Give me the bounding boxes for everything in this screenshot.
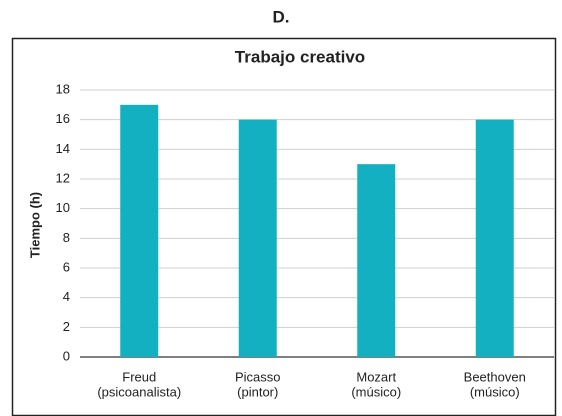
y-tick-label: 18 [56, 81, 70, 96]
y-tick-label: 12 [56, 170, 70, 185]
x-tick-label: Picasso [235, 369, 281, 384]
y-tick-label: 4 [63, 289, 70, 304]
chart-frame [11, 37, 557, 416]
y-tick-label: 0 [63, 348, 70, 363]
bar [357, 164, 396, 357]
x-tick-label: (músico) [470, 384, 520, 399]
x-tick-label: (psicoanalista) [97, 384, 181, 399]
x-tick-label: Mozart [356, 369, 396, 384]
y-axis-label: Tiempo (h) [27, 192, 42, 258]
bar [238, 119, 277, 358]
bar [120, 104, 159, 357]
x-tick-label: (pintor) [237, 384, 278, 399]
x-tick-label: (músico) [351, 384, 401, 399]
x-tick-label: Beethoven [464, 369, 526, 384]
y-tick-label: 2 [63, 319, 70, 334]
chart-title: Trabajo creativo [235, 47, 365, 66]
y-tick-label: 8 [63, 230, 70, 245]
x-tick-label: Freud [122, 369, 156, 384]
heading: D. [273, 7, 290, 26]
y-tick-label: 16 [56, 111, 70, 126]
y-tick-label: 6 [63, 259, 70, 274]
y-tick-label: 14 [56, 141, 70, 156]
bar [475, 119, 514, 358]
y-tick-label: 10 [56, 200, 70, 215]
